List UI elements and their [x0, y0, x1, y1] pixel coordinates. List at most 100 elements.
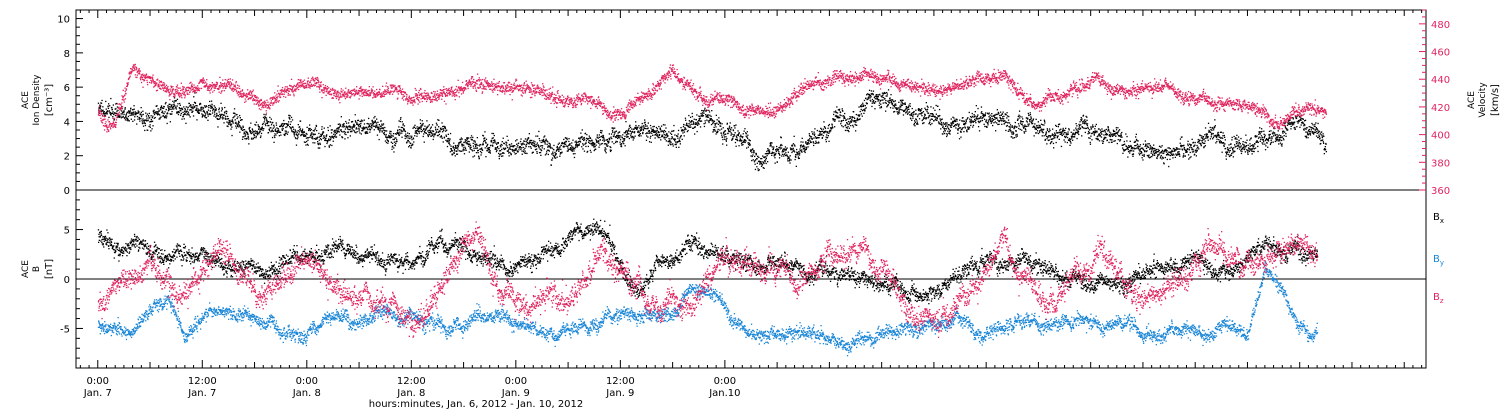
- density-point: [234, 112, 236, 115]
- density-point: [384, 126, 386, 129]
- density-point: [1121, 144, 1124, 146]
- density-point: [992, 124, 994, 127]
- density-point: [648, 141, 651, 143]
- density-point: [989, 117, 991, 119]
- density-point: [163, 117, 166, 119]
- density-point: [528, 133, 530, 135]
- density-point: [564, 141, 566, 143]
- density-point: [659, 127, 661, 129]
- density-point: [360, 120, 362, 123]
- density-point: [1183, 153, 1185, 155]
- density-point: [409, 145, 411, 147]
- density-point: [211, 103, 213, 105]
- density-point: [492, 142, 494, 144]
- density-point: [1054, 132, 1056, 134]
- density-point: [326, 141, 329, 143]
- density-point: [807, 142, 809, 144]
- density-point: [145, 112, 147, 114]
- density-point: [756, 162, 758, 164]
- density-point: [1107, 127, 1109, 129]
- density-point: [789, 158, 791, 160]
- density-point: [978, 117, 980, 119]
- density-point: [1260, 131, 1262, 133]
- density-point: [200, 110, 202, 112]
- density-point: [761, 164, 764, 166]
- density-point: [1084, 119, 1086, 121]
- density-point: [1105, 133, 1107, 136]
- density-point: [1039, 125, 1041, 127]
- density-point: [1205, 136, 1207, 138]
- density-point: [125, 115, 127, 117]
- density-point: [1177, 153, 1180, 155]
- density-point: [953, 120, 955, 123]
- density-point: [974, 120, 976, 122]
- density-point: [997, 123, 999, 126]
- density-point: [1069, 141, 1072, 143]
- density-point: [647, 122, 649, 124]
- density-point: [921, 115, 923, 117]
- density-point: [927, 112, 930, 114]
- density-point: [1186, 151, 1188, 153]
- density-point: [1254, 135, 1256, 138]
- density-point: [368, 117, 370, 120]
- density-point: [990, 120, 992, 123]
- density-point: [697, 122, 699, 125]
- density-point: [349, 126, 351, 128]
- density-point: [148, 115, 150, 117]
- density-point: [570, 147, 572, 149]
- density-point: [1016, 133, 1018, 136]
- density-point: [746, 136, 748, 138]
- density-point: [957, 125, 960, 127]
- density-point: [955, 127, 957, 129]
- density-point: [249, 130, 251, 132]
- density-point: [1070, 142, 1072, 144]
- density-point: [492, 132, 495, 135]
- density-point: [1277, 135, 1279, 137]
- density-point: [518, 149, 520, 151]
- density-point: [1014, 127, 1016, 129]
- density-point: [767, 148, 769, 150]
- density-point: [1117, 131, 1119, 133]
- density-point: [213, 105, 215, 107]
- density-point: [685, 124, 687, 126]
- density-point: [745, 133, 747, 135]
- density-point: [993, 115, 995, 117]
- density-point: [1262, 136, 1264, 138]
- density-point: [123, 111, 125, 114]
- density-point: [488, 148, 490, 151]
- density-point: [1103, 138, 1105, 140]
- density-point: [1247, 144, 1249, 146]
- density-point: [1028, 119, 1031, 121]
- density-point: [1010, 126, 1012, 128]
- density-point: [662, 124, 665, 126]
- density-point: [357, 119, 359, 121]
- density-point: [834, 115, 837, 117]
- density-tick-label: 6: [64, 83, 70, 94]
- density-point: [727, 132, 729, 134]
- density-point: [404, 130, 406, 132]
- density-point: [476, 143, 478, 145]
- density-point: [984, 118, 986, 120]
- density-point: [1073, 133, 1075, 135]
- density-point: [323, 135, 325, 137]
- density-point: [1284, 131, 1286, 133]
- density-point: [1218, 141, 1221, 143]
- density-point: [1281, 143, 1283, 145]
- density-point: [300, 130, 302, 132]
- density-point: [1123, 144, 1125, 146]
- density-point: [437, 134, 439, 137]
- density-point: [574, 141, 576, 143]
- density-point: [121, 108, 123, 110]
- density-point: [633, 136, 635, 138]
- density-point: [981, 119, 984, 122]
- density-point: [934, 109, 936, 111]
- density-point: [378, 124, 380, 126]
- density-point: [815, 142, 817, 144]
- density-point: [210, 106, 212, 108]
- density-point: [1284, 127, 1287, 129]
- density-point: [887, 89, 890, 91]
- density-point: [1233, 147, 1235, 149]
- density-point: [1217, 135, 1219, 137]
- density-point: [130, 113, 133, 115]
- density-point: [297, 124, 299, 126]
